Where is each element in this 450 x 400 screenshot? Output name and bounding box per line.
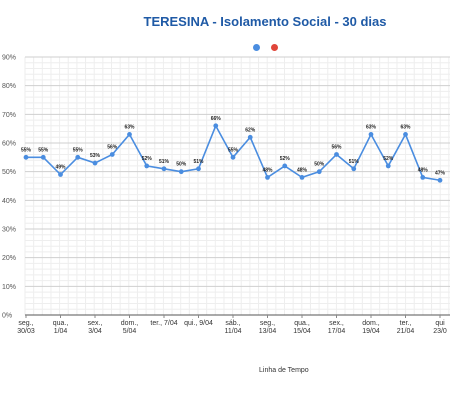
x-tick-label: seg., — [260, 320, 275, 327]
data-point — [127, 132, 132, 137]
x-tick-label: 21/04 — [397, 328, 415, 335]
data-label: 63% — [124, 124, 135, 130]
y-tick-label: 0% — [2, 313, 12, 320]
x-tick-label: qua., — [53, 320, 69, 327]
x-tick-label: 5/04 — [123, 328, 137, 335]
data-point — [265, 175, 270, 180]
data-label: 49% — [55, 165, 66, 171]
data-label: 47% — [435, 170, 446, 176]
data-label: 62% — [245, 127, 256, 133]
data-point — [420, 175, 426, 180]
y-tick-label: 30% — [2, 227, 16, 234]
x-tick-label: 30/03 — [17, 328, 35, 335]
data-point — [334, 152, 339, 157]
data-point — [230, 154, 236, 160]
data-point — [247, 134, 253, 140]
x-tick-label: ter., 7/04 — [150, 320, 177, 327]
data-label: 56% — [331, 144, 342, 150]
legend-dot-series-2[interactable] — [271, 44, 278, 51]
x-tick-label: qua., — [294, 320, 310, 327]
x-tick-label: 11/04 — [225, 328, 242, 335]
x-tick-label: dom., — [362, 320, 380, 327]
data-point — [368, 132, 374, 137]
y-tick-label: 10% — [2, 284, 16, 291]
data-point — [196, 166, 201, 172]
data-point — [437, 177, 443, 183]
data-point — [109, 152, 115, 157]
data-point — [58, 172, 63, 177]
data-label: 50% — [176, 162, 187, 168]
x-tick-label: 19/04 — [362, 328, 380, 335]
data-point — [282, 163, 288, 169]
data-point — [75, 154, 81, 160]
data-label: 55% — [21, 147, 32, 153]
data-label: 48% — [262, 167, 273, 173]
data-label: 51% — [159, 159, 170, 165]
data-label: 48% — [418, 167, 429, 173]
x-tick-label: sex., — [329, 320, 344, 327]
x-tick-label: dom., — [121, 320, 139, 327]
data-label: 50% — [314, 162, 325, 168]
y-tick-label: 80% — [2, 83, 16, 90]
y-tick-label: 90% — [2, 55, 16, 62]
data-label: 52% — [142, 156, 153, 162]
chart-title: TERESINA - Isolamento Social - 30 dias — [143, 14, 387, 29]
x-tick-label: 1/04 — [54, 328, 68, 335]
x-tick-label: 17/04 — [328, 328, 346, 335]
x-tick-label: 3/04 — [88, 328, 102, 335]
data-point — [299, 175, 305, 180]
data-label: 56% — [107, 144, 118, 150]
data-label: 55% — [73, 147, 84, 153]
data-point — [92, 160, 98, 166]
x-tick-label: 13/04 — [259, 328, 277, 335]
x-tick-label: 23/0 — [433, 328, 447, 335]
data-label: 55% — [38, 147, 49, 153]
x-tick-label: qui., 9/04 — [184, 320, 213, 327]
x-tick-label: ter., — [400, 320, 412, 327]
legend-dot-series-1[interactable] — [253, 44, 260, 51]
data-label: 52% — [383, 156, 394, 162]
data-point — [161, 166, 167, 172]
data-label: 66% — [211, 116, 222, 122]
x-tick-label: sex., — [88, 320, 103, 327]
data-point — [316, 169, 322, 175]
data-label: 63% — [400, 124, 411, 130]
y-tick-label: 50% — [2, 169, 16, 176]
data-label: 52% — [280, 156, 291, 162]
x-tick-label: qui — [435, 320, 445, 327]
data-point — [178, 169, 184, 175]
data-label: 48% — [297, 167, 308, 173]
data-point — [351, 166, 357, 172]
data-label: 51% — [193, 159, 204, 165]
x-tick-label: 15/04 — [293, 328, 311, 335]
data-label: 55% — [228, 147, 239, 153]
y-tick-label: 20% — [2, 255, 16, 262]
y-tick-label: 40% — [2, 198, 16, 205]
x-tick-label: sáb., — [225, 320, 240, 327]
data-point — [213, 123, 219, 129]
data-label: 63% — [366, 124, 377, 130]
x-axis-title: Linha de Tempo — [259, 367, 309, 374]
data-point — [144, 163, 150, 169]
y-tick-label: 70% — [2, 112, 16, 119]
data-point — [385, 163, 391, 169]
data-label: 53% — [90, 153, 101, 159]
data-point — [23, 154, 29, 160]
data-point — [40, 154, 46, 160]
data-label: 51% — [349, 159, 360, 165]
data-point — [403, 132, 408, 137]
y-tick-label: 60% — [2, 141, 16, 148]
x-tick-label: seg., — [18, 320, 33, 327]
